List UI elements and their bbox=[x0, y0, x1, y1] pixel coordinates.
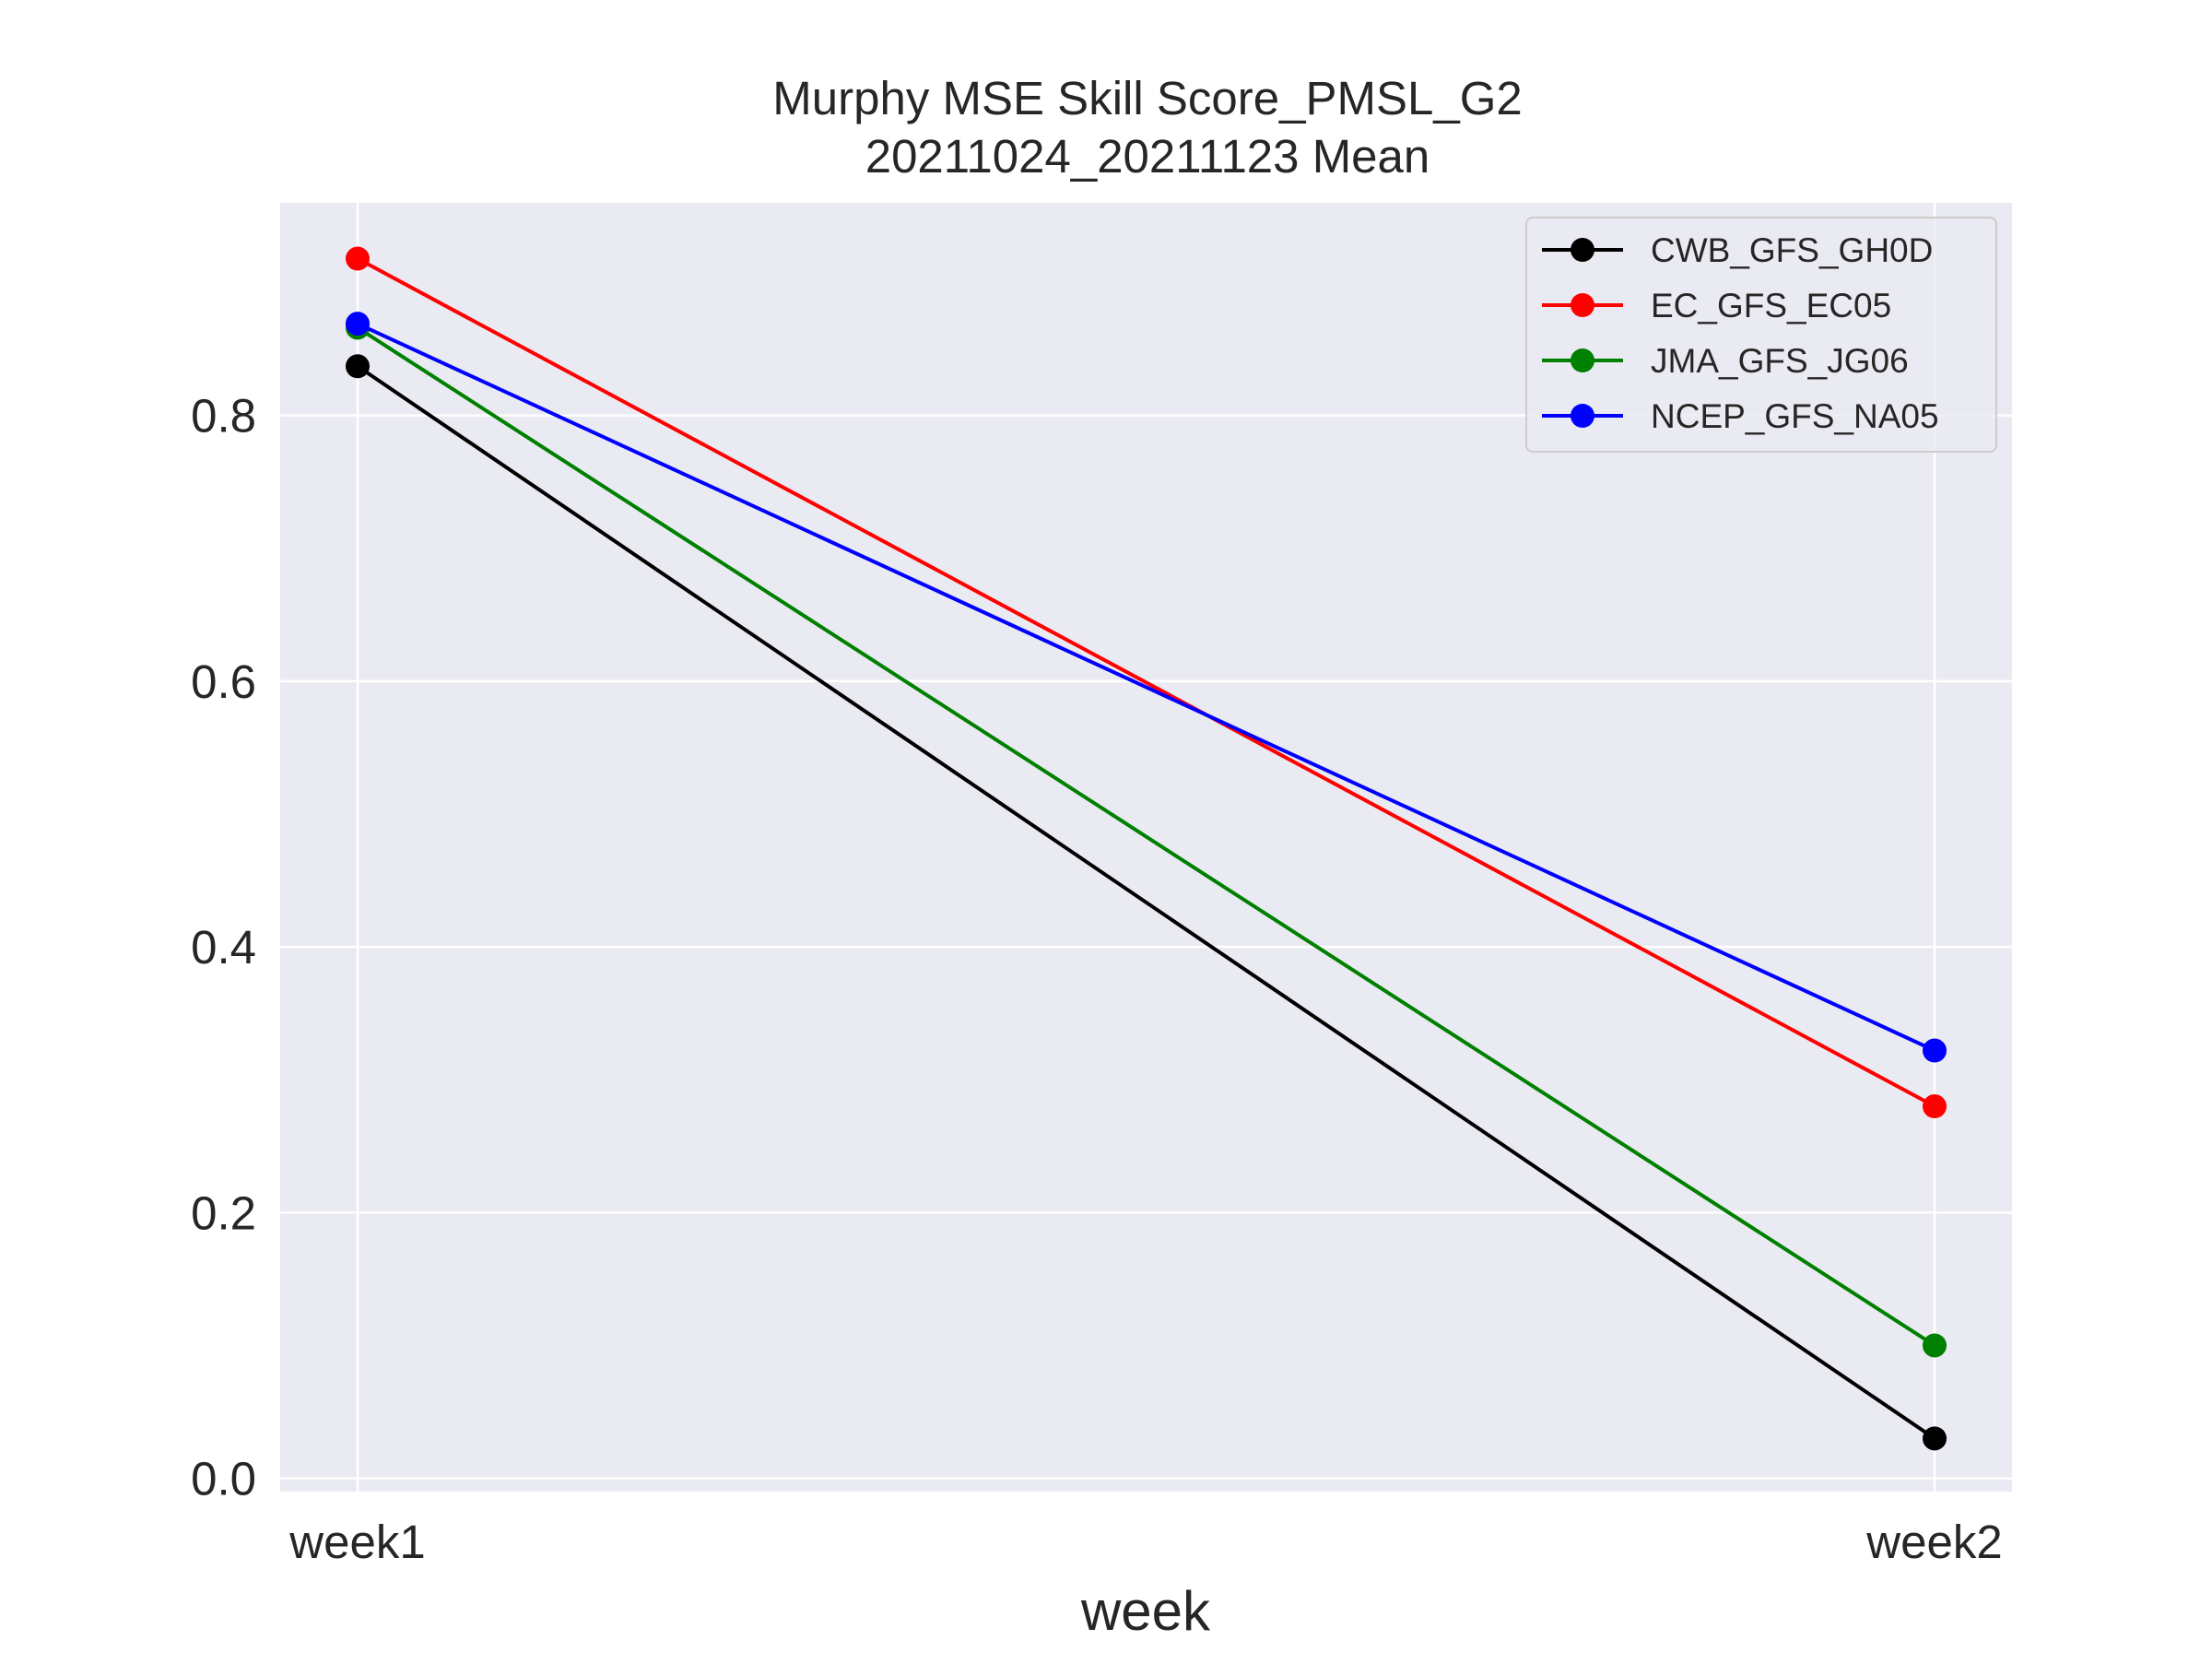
legend-label: NCEP_GFS_NA05 bbox=[1651, 397, 1939, 435]
data-point bbox=[346, 312, 370, 336]
x-axis-label: week bbox=[1080, 1580, 1211, 1642]
chart-title-line-1: Murphy MSE Skill Score_PMSL_G2 bbox=[772, 72, 1522, 124]
y-tick-label: 0.0 bbox=[191, 1453, 256, 1505]
x-tick-label: week1 bbox=[288, 1516, 425, 1568]
data-point bbox=[1923, 1094, 1947, 1119]
data-point bbox=[1923, 1038, 1947, 1063]
series-lines bbox=[346, 246, 1947, 1451]
x-axis-ticks: week1 week2 bbox=[288, 1516, 2002, 1568]
legend-item: NCEP_GFS_NA05 bbox=[1542, 397, 1939, 435]
legend-label: JMA_GFS_JG06 bbox=[1651, 342, 1909, 380]
series-cwb-gfs-gh0d bbox=[346, 354, 1947, 1451]
y-axis-ticks: 0.0 0.2 0.4 0.6 0.8 bbox=[191, 390, 256, 1505]
series-line bbox=[357, 256, 1936, 1108]
legend-label: CWB_GFS_GH0D bbox=[1651, 231, 1933, 269]
legend-item: JMA_GFS_JG06 bbox=[1542, 342, 1909, 380]
data-point bbox=[346, 246, 370, 271]
legend-marker bbox=[1571, 404, 1594, 428]
data-point bbox=[1923, 1333, 1947, 1358]
legend-marker bbox=[1571, 348, 1594, 372]
series-line bbox=[356, 364, 1936, 1441]
legend-marker bbox=[1571, 293, 1594, 317]
legend-label: EC_GFS_EC05 bbox=[1651, 287, 1891, 325]
data-point bbox=[346, 354, 370, 379]
series-line bbox=[356, 325, 1936, 1348]
y-tick-label: 0.6 bbox=[191, 655, 256, 708]
data-point bbox=[1923, 1426, 1947, 1451]
series-ec-gfs-ec05 bbox=[346, 246, 1947, 1119]
legend: CWB_GFS_GH0D EC_GFS_EC05 JMA_GFS_JG06 NCEP_… bbox=[1525, 217, 1997, 453]
y-tick-label: 0.4 bbox=[191, 921, 256, 974]
chart-title: Murphy MSE Skill Score_PMSL_G2 20211024_… bbox=[772, 72, 1522, 183]
legend-item: CWB_GFS_GH0D bbox=[1542, 231, 1933, 269]
y-tick-label: 0.8 bbox=[191, 390, 256, 443]
chart-title-line-2: 20211024_20211123 Mean bbox=[865, 130, 1430, 183]
series-ncep-gfs-na05 bbox=[346, 312, 1947, 1063]
legend-item: EC_GFS_EC05 bbox=[1542, 287, 1891, 325]
series-line bbox=[357, 322, 1936, 1053]
legend-marker bbox=[1571, 238, 1594, 262]
x-tick-label: week2 bbox=[1865, 1516, 2002, 1568]
legend-box bbox=[1525, 217, 1997, 453]
y-tick-label: 0.2 bbox=[191, 1186, 256, 1239]
